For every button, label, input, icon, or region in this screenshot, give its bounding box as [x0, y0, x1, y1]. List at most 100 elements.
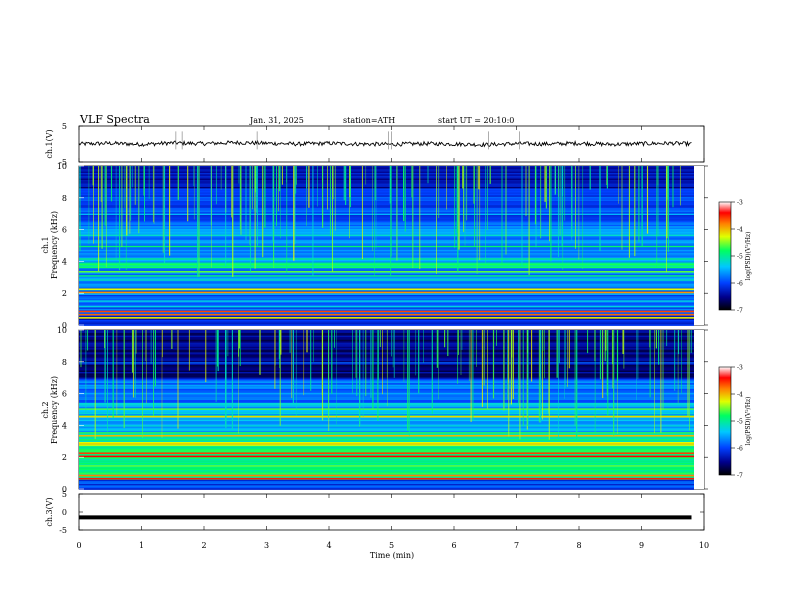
ch2-spectrogram-band	[79, 458, 694, 461]
ch1-spectrogram-band	[79, 171, 694, 174]
ch2-spectrogram-band	[79, 453, 694, 455]
ch2-spectrogram-band	[79, 446, 694, 448]
ch1-spectrogram-band	[79, 280, 694, 283]
xtick-label: 6	[451, 541, 456, 550]
ch1-spectrogram-narrowband	[79, 288, 694, 291]
ytick-label: 5	[62, 490, 67, 499]
ch2-spectrogram-band	[79, 372, 694, 374]
ch1-spectrogram-end-gap	[694, 166, 704, 325]
ch1-spectrogram-band	[79, 203, 694, 206]
ytick-label: 4	[62, 421, 67, 430]
ch2-spectrogram-band	[79, 377, 694, 380]
ch1-spectrogram-band	[79, 238, 694, 241]
ch1-spectrogram-band	[79, 279, 694, 282]
ch2-colorbar-gradient	[718, 366, 732, 476]
ch1-spectrogram-band	[79, 212, 694, 214]
ch1-spectrogram-band	[79, 320, 694, 322]
ytick-label: 6	[62, 390, 67, 399]
ch1-spectrogram-band	[79, 307, 694, 310]
ch2-spectrogram-band	[79, 395, 694, 398]
ch1-spectrogram-band	[79, 261, 694, 263]
ch1-spectrogram-band	[79, 178, 694, 181]
ch2-spectrogram-band	[79, 440, 694, 443]
ch2-spectrogram-narrowband	[79, 452, 694, 455]
ch2-spectrogram-band	[79, 443, 694, 446]
ch2-spectrogram-narrowband	[79, 465, 694, 467]
ch1-spectrogram-band	[79, 188, 694, 191]
ch2-spectrogram-band	[79, 407, 694, 409]
ch2-spectrogram-band	[79, 353, 694, 356]
ytick-label: 4	[62, 257, 67, 266]
ch2-spectrogram-band	[79, 423, 694, 426]
ch1-spectrogram-band	[79, 174, 694, 177]
ch1-spectrogram-band	[79, 194, 694, 196]
ytick-label: 2	[62, 453, 67, 462]
ch2-spectrogram-band	[79, 346, 694, 349]
ch2-spectrogram-band	[79, 386, 694, 388]
ch2-spectrogram-band	[79, 457, 694, 460]
ch2-spectrogram-band	[79, 414, 694, 416]
ch2-spectrogram-band	[79, 416, 694, 419]
xtick-label: 7	[514, 541, 519, 550]
ch2-spectrogram-band	[79, 486, 694, 489]
ch1-spectrogram-band	[79, 177, 694, 179]
ch1-spectrogram-band	[79, 268, 694, 270]
ch2-spectrogram-band	[79, 485, 694, 488]
colorbar-tick-label: -3	[737, 200, 743, 207]
ch1-spectrogram-band	[79, 168, 694, 171]
figure-title: VLF Spectra	[79, 113, 150, 126]
ch2-spectrogram-band	[79, 391, 694, 394]
ch1-spectrogram-band	[79, 321, 694, 324]
ch1-waveform-line	[78, 139, 692, 148]
ch1-spectrogram-band	[79, 255, 694, 258]
ch2-spectrogram-band	[79, 393, 694, 395]
ch2-spectrogram-band	[79, 481, 694, 483]
ch1-channel-label: ch.1	[41, 236, 50, 253]
ch1-spectrogram-band	[79, 265, 694, 268]
ch1-spectrogram-band	[79, 283, 694, 286]
ch2-spectrogram-band	[79, 471, 694, 474]
ch2-spectrogram-band	[79, 332, 694, 335]
ch2-spectrogram-band	[79, 387, 694, 390]
ch2-spectrogram-narrowband	[79, 455, 694, 458]
xtick-label: 1	[139, 541, 144, 550]
ch1-spectrogram-narrowband	[79, 270, 694, 273]
ch2-spectrogram-band	[79, 339, 694, 342]
ch2-spectrogram-narrowband	[79, 434, 694, 437]
ytick-label: 8	[62, 194, 67, 203]
ch1-spectrogram-band	[79, 216, 694, 219]
ch1-spectrogram-band	[79, 264, 694, 266]
ch1-spectrogram-band	[79, 275, 694, 277]
ch1-spectrogram-band	[79, 209, 694, 212]
ch1-spectrogram-narrowband	[79, 291, 694, 294]
ch1-spectrogram-band	[79, 273, 694, 276]
ch2-spectrogram-band	[79, 379, 694, 381]
ch2-spectrogram-band	[79, 454, 694, 457]
ytick-label: -5	[59, 158, 67, 167]
ch1-spectrogram-band	[79, 254, 694, 256]
colorbar-tick-label: -5	[737, 419, 743, 426]
colorbar-tick-label: -4	[737, 392, 743, 399]
ch2-spectrogram-end-gap	[694, 330, 704, 489]
ch2-spectrogram-band	[79, 338, 694, 341]
ch2-spectrogram-sferics	[80, 330, 692, 441]
colorbar-tick-label: -5	[737, 254, 743, 261]
colorbar-tick-label: -7	[737, 473, 743, 480]
ch2-spectrogram-band	[79, 479, 694, 482]
axis-ticks: 0 1 2 3 4 5 6 7 8 9 10	[76, 126, 709, 550]
ch1-spectrogram-band	[79, 166, 694, 168]
ch1-spectrogram-band	[79, 192, 694, 195]
ch1-spectrogram-band	[79, 234, 694, 237]
ch2-spectrogram-narrowband	[79, 444, 694, 447]
ch1-spectrogram-band	[79, 184, 694, 186]
ch2-spectrogram-band	[79, 376, 694, 378]
ch2-spectrogram-band	[79, 488, 694, 490]
date-label: Jan. 31, 2025	[249, 116, 304, 125]
ch2-spectrogram-band	[79, 369, 694, 371]
ch2-spectrogram-band	[79, 359, 694, 362]
ch1-spectrogram-band	[79, 313, 694, 315]
ytick-label: 2	[62, 289, 67, 298]
colorbar-tick-label: -4	[737, 227, 743, 234]
ch1-spectrogram-band	[79, 278, 694, 280]
ch2-spectrogram-band	[79, 450, 694, 453]
